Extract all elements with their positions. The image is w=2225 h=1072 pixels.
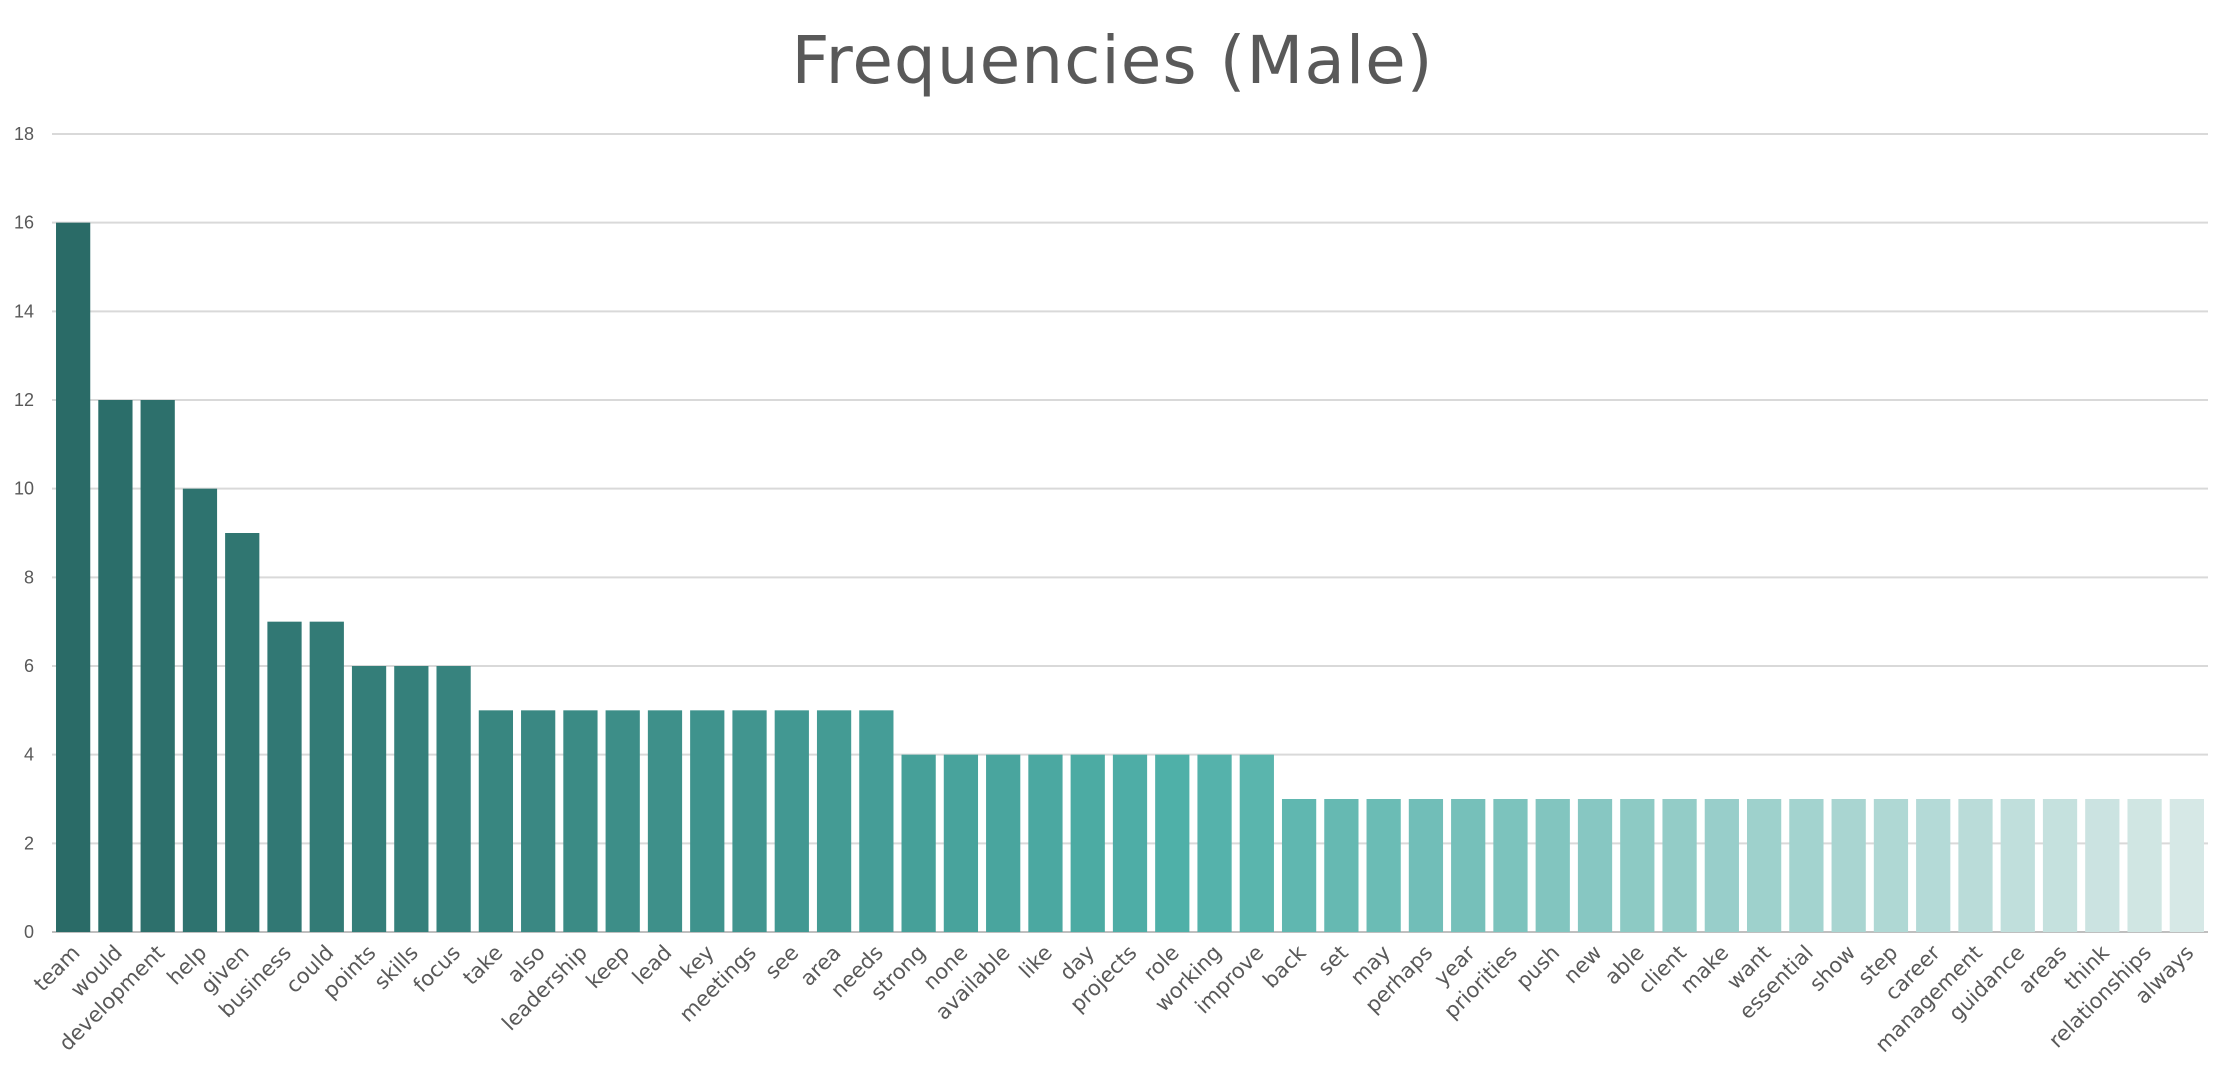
- bar-given: [225, 533, 260, 932]
- bar-always: [2169, 799, 2204, 932]
- bar-role: [1155, 754, 1190, 932]
- bar-take: [478, 710, 514, 932]
- bar-needs: [859, 710, 894, 932]
- bar-leadership: [563, 710, 598, 932]
- bar-day: [1070, 754, 1105, 932]
- y-tick-label: 6: [24, 656, 34, 676]
- y-tick-label: 14: [14, 301, 34, 321]
- bar-development: [140, 400, 175, 932]
- bar-perhaps: [1408, 799, 1444, 932]
- bar-year: [1451, 799, 1486, 932]
- y-tick-label: 2: [24, 833, 34, 853]
- y-tick-label: 18: [14, 124, 34, 144]
- bar-focus: [436, 666, 471, 932]
- bar-none: [943, 754, 979, 932]
- x-tick-label: areas: [2014, 941, 2072, 999]
- bar-push: [1535, 799, 1570, 932]
- bar-make: [1704, 799, 1739, 932]
- bar-want: [1746, 799, 1782, 932]
- bar-team: [56, 222, 91, 932]
- bar-points: [351, 666, 387, 932]
- x-tick-label: make: [1676, 941, 1734, 999]
- x-tick-label: see: [760, 941, 803, 984]
- bar-priorities: [1493, 799, 1528, 932]
- x-tick-label: back: [1258, 940, 1311, 993]
- y-tick-label: 12: [14, 390, 34, 410]
- bar-may: [1366, 799, 1401, 932]
- bar-back: [1281, 799, 1317, 932]
- y-axis-ticks: 0 2 4 6 8 10 12 14 16 18: [14, 124, 34, 942]
- bar-relationships: [2127, 799, 2162, 932]
- bar-management: [1958, 799, 1993, 932]
- bar-meetings: [732, 710, 767, 932]
- bars: [56, 222, 2204, 932]
- x-tick-label: show: [1805, 941, 1860, 996]
- bar-essential: [1789, 799, 1824, 932]
- x-tick-label: client: [1633, 941, 1691, 999]
- bar-strong: [901, 754, 936, 932]
- bar-keep: [605, 710, 640, 932]
- bar-guidance: [2000, 799, 2035, 932]
- bar-set: [1324, 799, 1359, 932]
- bar-could: [309, 621, 344, 932]
- bar-able: [1620, 799, 1655, 932]
- bar-lead: [647, 710, 683, 932]
- x-tick-label: lead: [628, 941, 677, 990]
- bar-like: [1028, 754, 1063, 932]
- y-tick-label: 10: [14, 479, 34, 499]
- x-tick-label: like: [1015, 941, 1057, 983]
- bar-projects: [1112, 754, 1148, 932]
- bar-area: [816, 710, 852, 932]
- bar-available: [986, 754, 1021, 932]
- bar-new: [1577, 799, 1613, 932]
- bar-areas: [2042, 799, 2078, 932]
- x-tick-label: focus: [409, 941, 466, 998]
- x-tick-label: take: [458, 941, 507, 990]
- y-tick-label: 8: [24, 567, 34, 587]
- bar-would: [98, 400, 133, 932]
- bar-help: [182, 488, 218, 932]
- bar-think: [2085, 799, 2120, 932]
- x-tick-label: push: [1511, 941, 1564, 994]
- x-axis-ticks: teamwoulddevelopmenthelpgivenbusinesscou…: [29, 940, 2198, 1057]
- bar-working: [1197, 754, 1232, 932]
- x-tick-label: new: [1559, 941, 1607, 989]
- y-tick-label: 16: [14, 213, 34, 233]
- bar-see: [774, 710, 809, 932]
- bar-show: [1831, 799, 1866, 932]
- chart-title: Frequencies (Male): [791, 22, 1434, 99]
- bar-step: [1873, 799, 1909, 932]
- x-tick-label: keep: [581, 941, 634, 994]
- bar-skills: [394, 666, 429, 932]
- y-tick-label: 4: [24, 745, 34, 765]
- y-tick-label: 0: [24, 922, 34, 942]
- bar-career: [1916, 799, 1951, 932]
- bar-business: [267, 621, 302, 932]
- bar-improve: [1239, 754, 1274, 932]
- bar-key: [690, 710, 725, 932]
- bar-client: [1662, 799, 1697, 932]
- bar-also: [521, 710, 556, 932]
